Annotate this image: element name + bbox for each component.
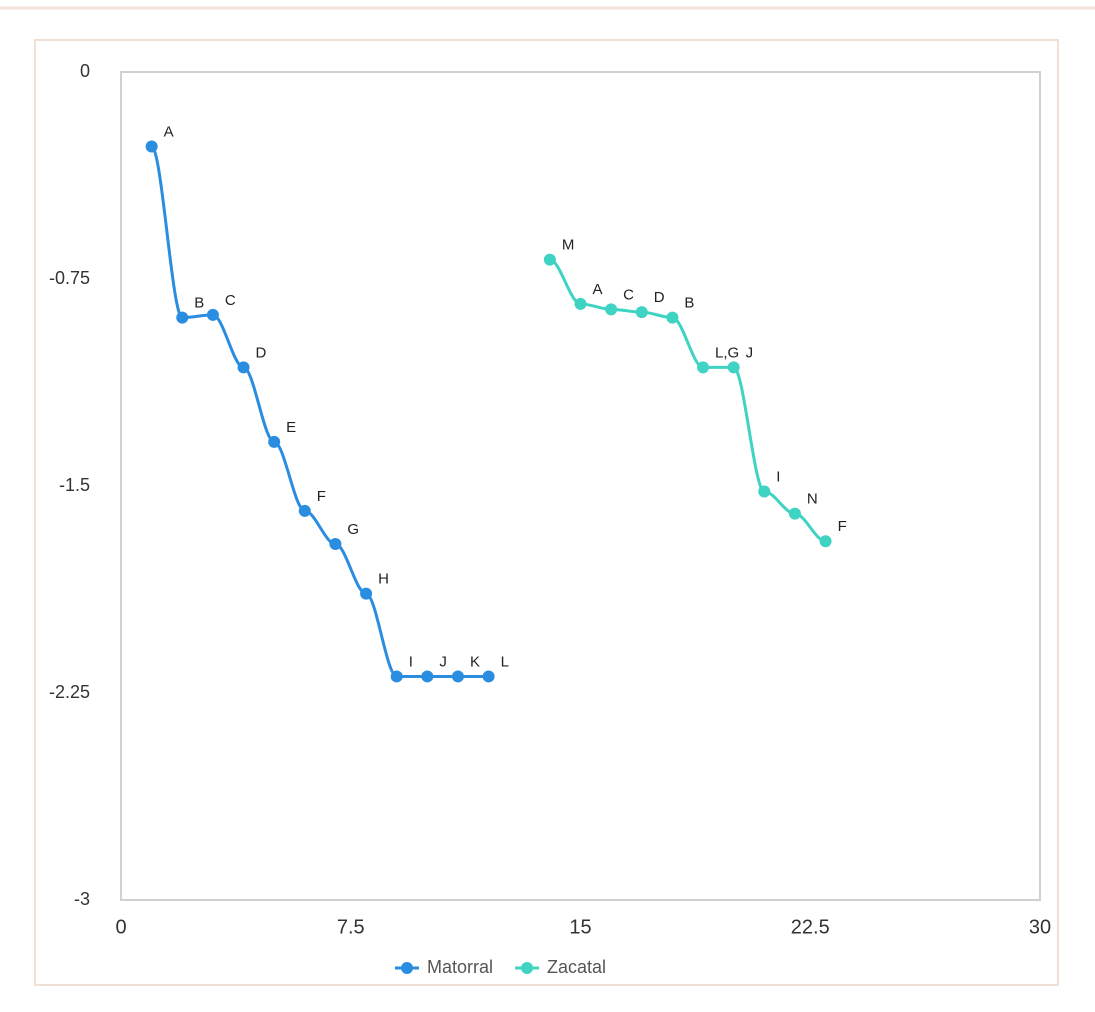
data-point (635, 306, 648, 319)
x-tick-label: 7.5 (337, 916, 365, 938)
plot-area (120, 71, 1041, 901)
point-label: A (593, 281, 603, 298)
data-point (145, 140, 158, 153)
data-point (666, 311, 679, 324)
point-label: B (684, 295, 694, 312)
legend-swatch (521, 962, 534, 974)
point-label: I (776, 468, 780, 485)
legend-label: Matorral (427, 957, 493, 977)
point-label: N (807, 491, 818, 508)
point-label: J (439, 653, 447, 670)
data-point (543, 253, 556, 266)
data-point (451, 670, 464, 683)
point-label: C (225, 292, 236, 309)
data-point (176, 311, 189, 324)
x-tick-label: 30 (1029, 916, 1051, 938)
legend-swatch (401, 962, 413, 974)
point-label: J (746, 344, 754, 361)
data-point (697, 361, 710, 374)
data-point (574, 297, 587, 310)
x-tick-label: 15 (569, 916, 591, 938)
point-label: I (409, 653, 413, 670)
y-tick-label: -0.75 (49, 268, 90, 288)
series-line (150, 145, 489, 678)
y-tick-label: -1.5 (59, 475, 90, 495)
data-point (206, 308, 219, 321)
data-point (390, 670, 403, 683)
data-point (788, 507, 801, 520)
point-label: A (164, 123, 174, 140)
series-line (549, 258, 826, 543)
point-label: F (317, 488, 326, 505)
point-label: F (838, 518, 847, 535)
data-point (268, 435, 281, 448)
point-label: C (623, 286, 634, 303)
x-tick-label: 22.5 (791, 916, 830, 938)
data-point (298, 504, 311, 517)
data-point (727, 361, 740, 374)
data-point (758, 485, 771, 498)
data-point (421, 670, 434, 683)
data-point (819, 535, 832, 548)
y-tick-label: -2.25 (49, 682, 90, 702)
point-label: E (286, 419, 296, 436)
data-point (329, 537, 342, 550)
data-point (605, 303, 618, 316)
data-point (360, 587, 373, 600)
y-tick-label: 0 (80, 61, 90, 81)
point-label: G (347, 521, 359, 538)
y-tick-label: -3 (74, 889, 90, 909)
point-label: K (470, 653, 480, 670)
legend-label: Zacatal (547, 957, 606, 977)
point-label: L (501, 653, 509, 670)
data-point (482, 670, 495, 683)
data-point (237, 361, 250, 374)
point-label: H (378, 571, 389, 588)
chart-frame (34, 39, 1059, 986)
point-label: D (256, 344, 267, 361)
point-label: M (562, 237, 575, 254)
point-label: B (194, 295, 204, 312)
x-tick-label: 0 (115, 916, 126, 938)
point-label: D (654, 289, 665, 306)
point-label: L,G (715, 344, 739, 361)
